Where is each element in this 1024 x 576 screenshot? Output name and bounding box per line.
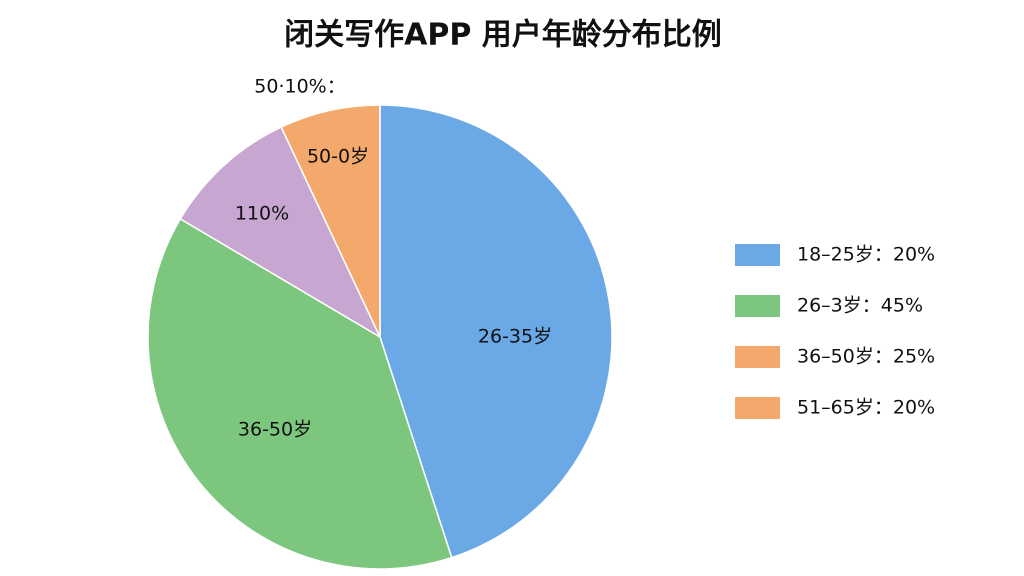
annotation: 50·10%： xyxy=(254,76,345,98)
slice-label: 50-0岁 xyxy=(307,146,369,168)
legend-swatch xyxy=(735,397,780,419)
slice-label: 36-50岁 xyxy=(238,419,312,441)
slice-label: 110% xyxy=(235,203,289,225)
legend-text: 18–25岁：20% xyxy=(797,244,935,266)
legend-text: 26–3岁：45% xyxy=(797,295,923,317)
pie-slice xyxy=(179,126,382,339)
legend-text: 36–50岁：25% xyxy=(797,346,935,368)
pie-slice xyxy=(379,104,613,559)
legend-swatch xyxy=(735,295,780,317)
legend-swatch xyxy=(735,244,780,266)
pie-slice xyxy=(280,104,381,338)
legend-swatch xyxy=(735,346,780,368)
legend-text: 51–65岁：20% xyxy=(797,397,935,419)
slice-label: 26-35岁 xyxy=(478,326,552,348)
chart-title: 闭关写作APP 用户年龄分布比例 xyxy=(284,18,722,53)
pie-slice xyxy=(147,217,453,570)
